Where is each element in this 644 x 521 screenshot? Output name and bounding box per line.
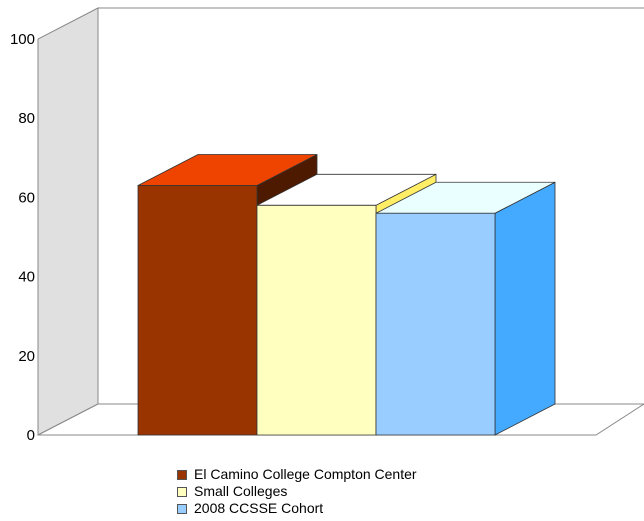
- legend-swatch: [177, 503, 187, 514]
- bar-front: [137, 185, 258, 436]
- y-tick-label: 20: [18, 348, 35, 365]
- legend-item: El Camino College Compton Center: [177, 466, 417, 483]
- legend-swatch: [177, 486, 187, 497]
- y-tick-label: 0: [27, 427, 35, 444]
- legend-swatch: [177, 469, 187, 480]
- bars: [137, 154, 556, 436]
- y-axis-ticks: 0 20 40 60 80 100: [10, 31, 35, 444]
- bar-side: [494, 181, 556, 436]
- bar: [375, 181, 556, 436]
- legend-label: El Camino College Compton Center: [194, 466, 417, 482]
- legend-item: Small Colleges: [177, 483, 417, 500]
- y-tick-label: 40: [18, 269, 35, 286]
- legend-label: 2008 CCSSE Cohort: [194, 500, 324, 516]
- y-tick-label: 80: [18, 110, 35, 127]
- left-wall: [37, 7, 99, 436]
- legend-label: Small Colleges: [194, 483, 288, 499]
- legend-item: 2008 CCSSE Cohort: [177, 500, 417, 517]
- y-tick-label: 60: [18, 189, 35, 206]
- bar-front: [375, 212, 496, 436]
- bar-front: [256, 204, 377, 436]
- legend: El Camino College Compton Center Small C…: [177, 466, 417, 517]
- y-tick-label: 100: [10, 31, 35, 48]
